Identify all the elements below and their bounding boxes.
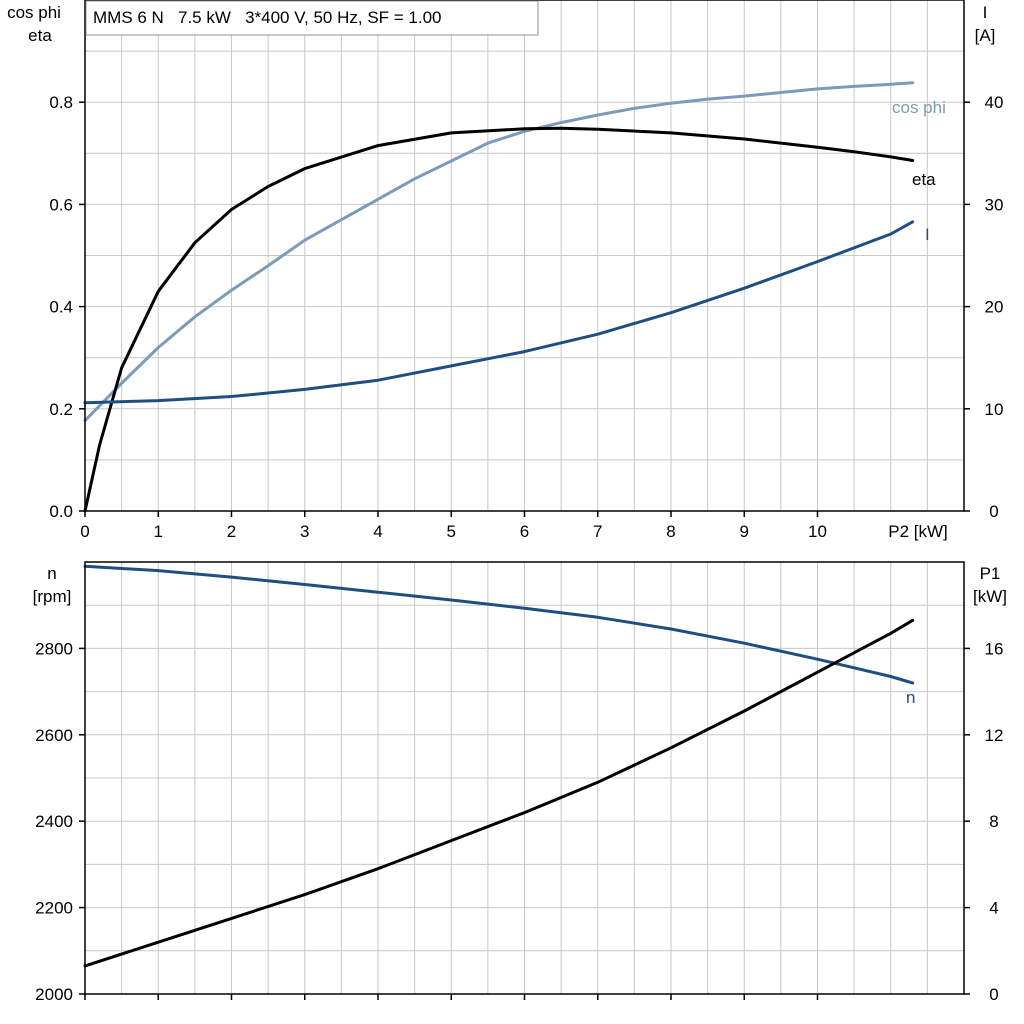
top-x-tick-label: 4 [373, 522, 382, 541]
top-x-tick-label: 0 [80, 522, 89, 541]
top-x-tick-label: 2 [227, 522, 236, 541]
top-left-axis-title-2: eta [28, 26, 52, 45]
series-line-cos-phi [83, 81, 915, 423]
top-x-tick-label: 5 [447, 522, 456, 541]
top-right-tick-label: 40 [985, 93, 1004, 112]
bottom-grid [85, 562, 964, 994]
chart-title: MMS 6 N 7.5 kW 3*400 V, 50 Hz, SF = 1.00 [93, 8, 442, 27]
bottom-left-tick-label: 2200 [35, 899, 73, 918]
series-label-n: n [906, 688, 915, 707]
top-left-tick-label: 0.2 [49, 400, 73, 419]
series-line-i [83, 220, 915, 405]
series-line-eta [83, 126, 915, 513]
top-right-tick-label: 10 [985, 400, 1004, 419]
top-right-axis-title-1: I [983, 3, 988, 22]
bottom-left-axis-title-2: [rpm] [33, 587, 72, 606]
top-grid [85, 0, 964, 511]
top-x-tick-label: 9 [740, 522, 749, 541]
top-right-tick-label: 0 [989, 502, 998, 521]
top-right-tick-label: 20 [985, 298, 1004, 317]
bottom-right-axis-title-2: [kW] [973, 587, 1007, 606]
top-left-axis-title-1: cos phi [7, 3, 61, 22]
top-x-tick-label: 3 [300, 522, 309, 541]
top-x-tick-label: 6 [520, 522, 529, 541]
bottom-series [83, 564, 915, 968]
top-right-axis-title-2: [A] [975, 26, 996, 45]
top-left-tick-label: 0.0 [49, 502, 73, 521]
top-left-tick-label: 0.6 [49, 195, 73, 214]
bottom-right-tick-label: 8 [989, 812, 998, 831]
bottom-panel: 2000 2200 2400 2600 2800 0 4 8 12 16 n [rpm] P1 [… [33, 561, 1007, 1004]
bottom-left-axis-title-1: n [47, 564, 56, 583]
top-x-tick-label: 1 [154, 522, 163, 541]
bottom-right-tick-label: 0 [989, 985, 998, 1004]
bottom-left-tick-label: 2600 [35, 726, 73, 745]
top-x-tick-label: 8 [666, 522, 675, 541]
bottom-right-tick-label: 12 [985, 726, 1004, 745]
series-line-n [83, 564, 915, 685]
series-label-cos-phi: cos phi [892, 98, 946, 117]
top-left-tick-label: 0.8 [49, 93, 73, 112]
bottom-left-tick-label: 2400 [35, 812, 73, 831]
top-series [83, 81, 915, 513]
bottom-left-tick-label: 2000 [35, 985, 73, 1004]
top-left-tick-label: 0.4 [49, 298, 73, 317]
bottom-right-axis-title-1: P1 [980, 564, 1001, 583]
bottom-ticks: 2000 2200 2400 2600 2800 0 4 8 12 16 [35, 639, 1003, 1004]
title-box [85, 0, 539, 36]
series-label-eta: eta [912, 170, 936, 189]
series-label-i: I [925, 225, 930, 244]
top-x-tick-label: 7 [593, 522, 602, 541]
x-axis-label: P2 [kW] [888, 522, 948, 541]
top-panel: 0.0 0.2 0.4 0.6 0.8 0 10 20 30 40 0 1 2 3 4 5 6 7 8 9 10 cos… [7, 0, 1003, 541]
top-x-tick-label: 10 [808, 522, 827, 541]
top-right-tick-label: 30 [985, 195, 1004, 214]
bottom-left-tick-label: 2800 [35, 639, 73, 658]
series-line-bottom-1 [83, 618, 915, 968]
top-ticks: 0.0 0.2 0.4 0.6 0.8 0 10 20 30 40 0 1 2 3 4 5 6 7 8 9 10 [49, 93, 1003, 541]
bottom-right-tick-label: 4 [989, 899, 998, 918]
bottom-right-tick-label: 16 [985, 639, 1004, 658]
